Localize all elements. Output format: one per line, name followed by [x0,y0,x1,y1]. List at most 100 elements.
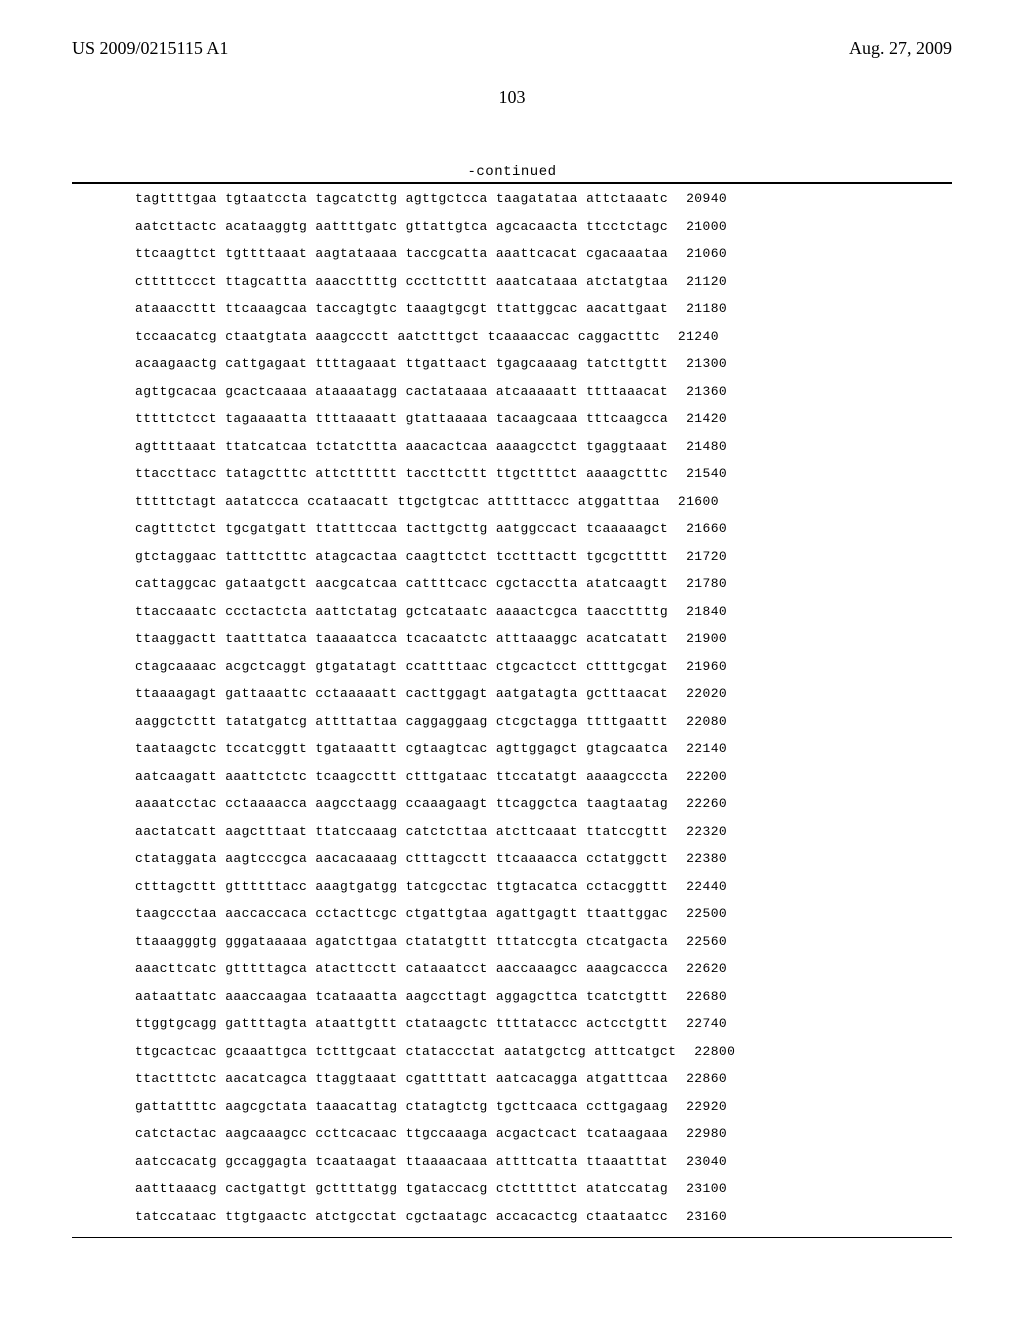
sequence-row: ctataggata aagtcccgca aacacaaaag ctttagc… [135,852,1024,865]
sequence-groups: ttactttctc aacatcagca ttaggtaaat cgatttt… [135,1072,668,1085]
sequence-row: ctagcaaaac acgctcaggt gtgatatagt ccatttt… [135,660,1024,673]
sequence-row: aactatcatt aagctttaat ttatccaaag catctct… [135,825,1024,838]
sequence-groups: aatcttactc acataaggtg aattttgatc gttattg… [135,220,668,233]
sequence-row: tatccataac ttgtgaactc atctgcctat cgctaat… [135,1210,1024,1223]
sequence-groups: acaagaactg cattgagaat ttttagaaat ttgatta… [135,357,668,370]
sequence-position: 22560 [686,935,727,948]
sequence-groups: ttcaagttct tgttttaaat aagtataaaa taccgca… [135,247,668,260]
sequence-position: 23100 [686,1182,727,1195]
sequence-groups: ttaaagggtg gggataaaaa agatcttgaa ctatatg… [135,935,668,948]
sequence-position: 21600 [678,495,719,508]
sequence-groups: agttgcacaa gcactcaaaa ataaaatagg cactata… [135,385,668,398]
sequence-row: aatcttactc acataaggtg aattttgatc gttattg… [135,220,1024,233]
sequence-groups: taagccctaa aaccaccaca cctacttcgc ctgattg… [135,907,668,920]
rule-bottom [72,1237,952,1238]
sequence-groups: agttttaaat ttatcatcaa tctatcttta aaacact… [135,440,668,453]
sequence-position: 22500 [686,907,727,920]
sequence-position: 21060 [686,247,727,260]
sequence-row: aataattatc aaaccaagaa tcataaatta aagcctt… [135,990,1024,1003]
sequence-position: 22620 [686,962,727,975]
publication-date: Aug. 27, 2009 [849,38,952,59]
page-number: 103 [0,87,1024,108]
sequence-position: 21180 [686,302,727,315]
sequence-row: ttaccaaatc ccctactcta aattctatag gctcata… [135,605,1024,618]
sequence-groups: ctttagcttt gttttttacc aaagtgatgg tatcgcc… [135,880,668,893]
sequence-position: 21240 [678,330,719,343]
sequence-position: 22200 [686,770,727,783]
sequence-groups: gtctaggaac tatttctttc atagcactaa caagttc… [135,550,668,563]
sequence-position: 21900 [686,632,727,645]
sequence-position: 21540 [686,467,727,480]
sequence-position: 21120 [686,275,727,288]
sequence-groups: ttgcactcac gcaaattgca tctttgcaat ctatacc… [135,1045,676,1058]
sequence-position: 21660 [686,522,727,535]
sequence-groups: tttttctagt aatatccca ccataacatt ttgctgtc… [135,495,660,508]
sequence-row: acaagaactg cattgagaat ttttagaaat ttgatta… [135,357,1024,370]
sequence-row: taagccctaa aaccaccaca cctacttcgc ctgattg… [135,907,1024,920]
sequence-groups: ttaccttacc tatagctttc attctttttt taccttc… [135,467,668,480]
sequence-position: 21960 [686,660,727,673]
sequence-row: aaggctcttt tatatgatcg attttattaa caggagg… [135,715,1024,728]
sequence-position: 22980 [686,1127,727,1140]
sequence-groups: cagtttctct tgcgatgatt ttatttccaa tacttgc… [135,522,668,535]
continued-label: -continued [0,164,1024,180]
sequence-groups: gattattttc aagcgctata taaacattag ctatagt… [135,1100,668,1113]
sequence-position: 21000 [686,220,727,233]
sequence-groups: aaaatcctac cctaaaacca aagcctaagg ccaaaga… [135,797,668,810]
sequence-groups: aataattatc aaaccaagaa tcataaatta aagcctt… [135,990,668,1003]
sequence-groups: cattaggcac gataatgctt aacgcatcaa cattttc… [135,577,668,590]
sequence-groups: ctttttccct ttagcattta aaaccttttg cccttct… [135,275,668,288]
sequence-row: catctactac aagcaaagcc ccttcacaac ttgccaa… [135,1127,1024,1140]
sequence-groups: ttggtgcagg gattttagta ataattgttt ctataag… [135,1017,668,1030]
sequence-position: 21840 [686,605,727,618]
sequence-position: 22080 [686,715,727,728]
sequence-row: tagttttgaa tgtaatccta tagcatcttg agttgct… [135,192,1024,205]
sequence-position: 22860 [686,1072,727,1085]
sequence-row: ttaccttacc tatagctttc attctttttt taccttc… [135,467,1024,480]
sequence-row: aatttaaacg cactgattgt gcttttatgg tgatacc… [135,1182,1024,1195]
sequence-row: ttactttctc aacatcagca ttaggtaaat cgatttt… [135,1072,1024,1085]
sequence-position: 22140 [686,742,727,755]
sequence-groups: tagttttgaa tgtaatccta tagcatcttg agttgct… [135,192,668,205]
sequence-row: ctttagcttt gttttttacc aaagtgatgg tatcgcc… [135,880,1024,893]
publication-number: US 2009/0215115 A1 [72,38,228,59]
sequence-groups: taataagctc tccatcggtt tgataaattt cgtaagt… [135,742,668,755]
sequence-row: aatcaagatt aaattctctc tcaagccttt ctttgat… [135,770,1024,783]
sequence-position: 22380 [686,852,727,865]
sequence-row: ttggtgcagg gattttagta ataattgttt ctataag… [135,1017,1024,1030]
sequence-position: 22800 [694,1045,735,1058]
sequence-position: 21720 [686,550,727,563]
sequence-position: 21780 [686,577,727,590]
sequence-position: 22020 [686,687,727,700]
sequence-groups: aatttaaacg cactgattgt gcttttatgg tgatacc… [135,1182,668,1195]
sequence-row: ttcaagttct tgttttaaat aagtataaaa taccgca… [135,247,1024,260]
sequence-groups: ttaccaaatc ccctactcta aattctatag gctcata… [135,605,668,618]
sequence-row: aatccacatg gccaggagta tcaataagat ttaaaac… [135,1155,1024,1168]
sequence-position: 23040 [686,1155,727,1168]
sequence-row: agttttaaat ttatcatcaa tctatcttta aaacact… [135,440,1024,453]
sequence-groups: ataaaccttt ttcaaagcaa taccagtgtc taaagtg… [135,302,668,315]
sequence-position: 22260 [686,797,727,810]
sequence-groups: aaacttcatc gtttttagca atacttcctt cataaat… [135,962,668,975]
sequence-position: 22680 [686,990,727,1003]
sequence-row: gattattttc aagcgctata taaacattag ctatagt… [135,1100,1024,1113]
sequence-position: 22920 [686,1100,727,1113]
sequence-row: cattaggcac gataatgctt aacgcatcaa cattttc… [135,577,1024,590]
sequence-row: aaacttcatc gtttttagca atacttcctt cataaat… [135,962,1024,975]
sequence-row: tccaacatcg ctaatgtata aaagccctt aatctttg… [135,330,1024,343]
sequence-groups: aaggctcttt tatatgatcg attttattaa caggagg… [135,715,668,728]
sequence-groups: ctataggata aagtcccgca aacacaaaag ctttagc… [135,852,668,865]
sequence-row: tttttctcct tagaaaatta ttttaaaatt gtattaa… [135,412,1024,425]
sequence-position: 21360 [686,385,727,398]
sequence-groups: tttttctcct tagaaaatta ttttaaaatt gtattaa… [135,412,668,425]
sequence-row: gtctaggaac tatttctttc atagcactaa caagttc… [135,550,1024,563]
sequence-row: agttgcacaa gcactcaaaa ataaaatagg cactata… [135,385,1024,398]
sequence-position: 22440 [686,880,727,893]
sequence-groups: ttaaggactt taatttatca taaaaatcca tcacaat… [135,632,668,645]
sequence-position: 22740 [686,1017,727,1030]
sequence-row: ttaaagggtg gggataaaaa agatcttgaa ctatatg… [135,935,1024,948]
sequence-position: 21300 [686,357,727,370]
sequence-row: tttttctagt aatatccca ccataacatt ttgctgtc… [135,495,1024,508]
sequence-groups: catctactac aagcaaagcc ccttcacaac ttgccaa… [135,1127,668,1140]
sequence-listing: tagttttgaa tgtaatccta tagcatcttg agttgct… [0,184,1024,1223]
